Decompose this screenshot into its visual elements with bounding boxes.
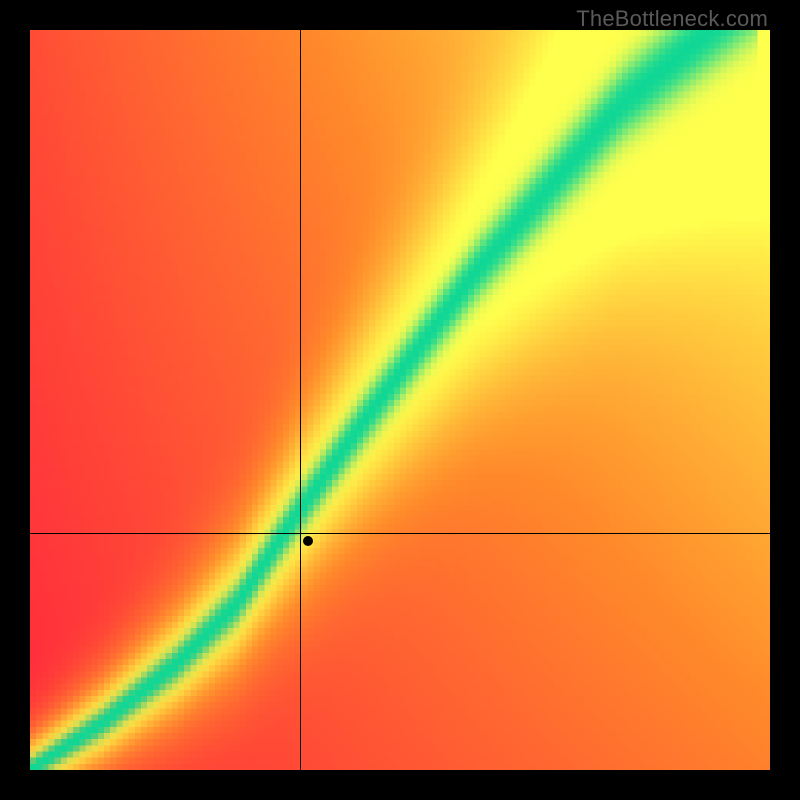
watermark-text: TheBottleneck.com <box>576 6 768 32</box>
plot-area <box>30 30 770 770</box>
heatmap-canvas <box>30 30 770 770</box>
crosshair-horizontal <box>30 533 770 534</box>
marker-dot <box>303 536 313 546</box>
crosshair-vertical <box>300 30 301 770</box>
chart-outer: TheBottleneck.com <box>0 0 800 800</box>
